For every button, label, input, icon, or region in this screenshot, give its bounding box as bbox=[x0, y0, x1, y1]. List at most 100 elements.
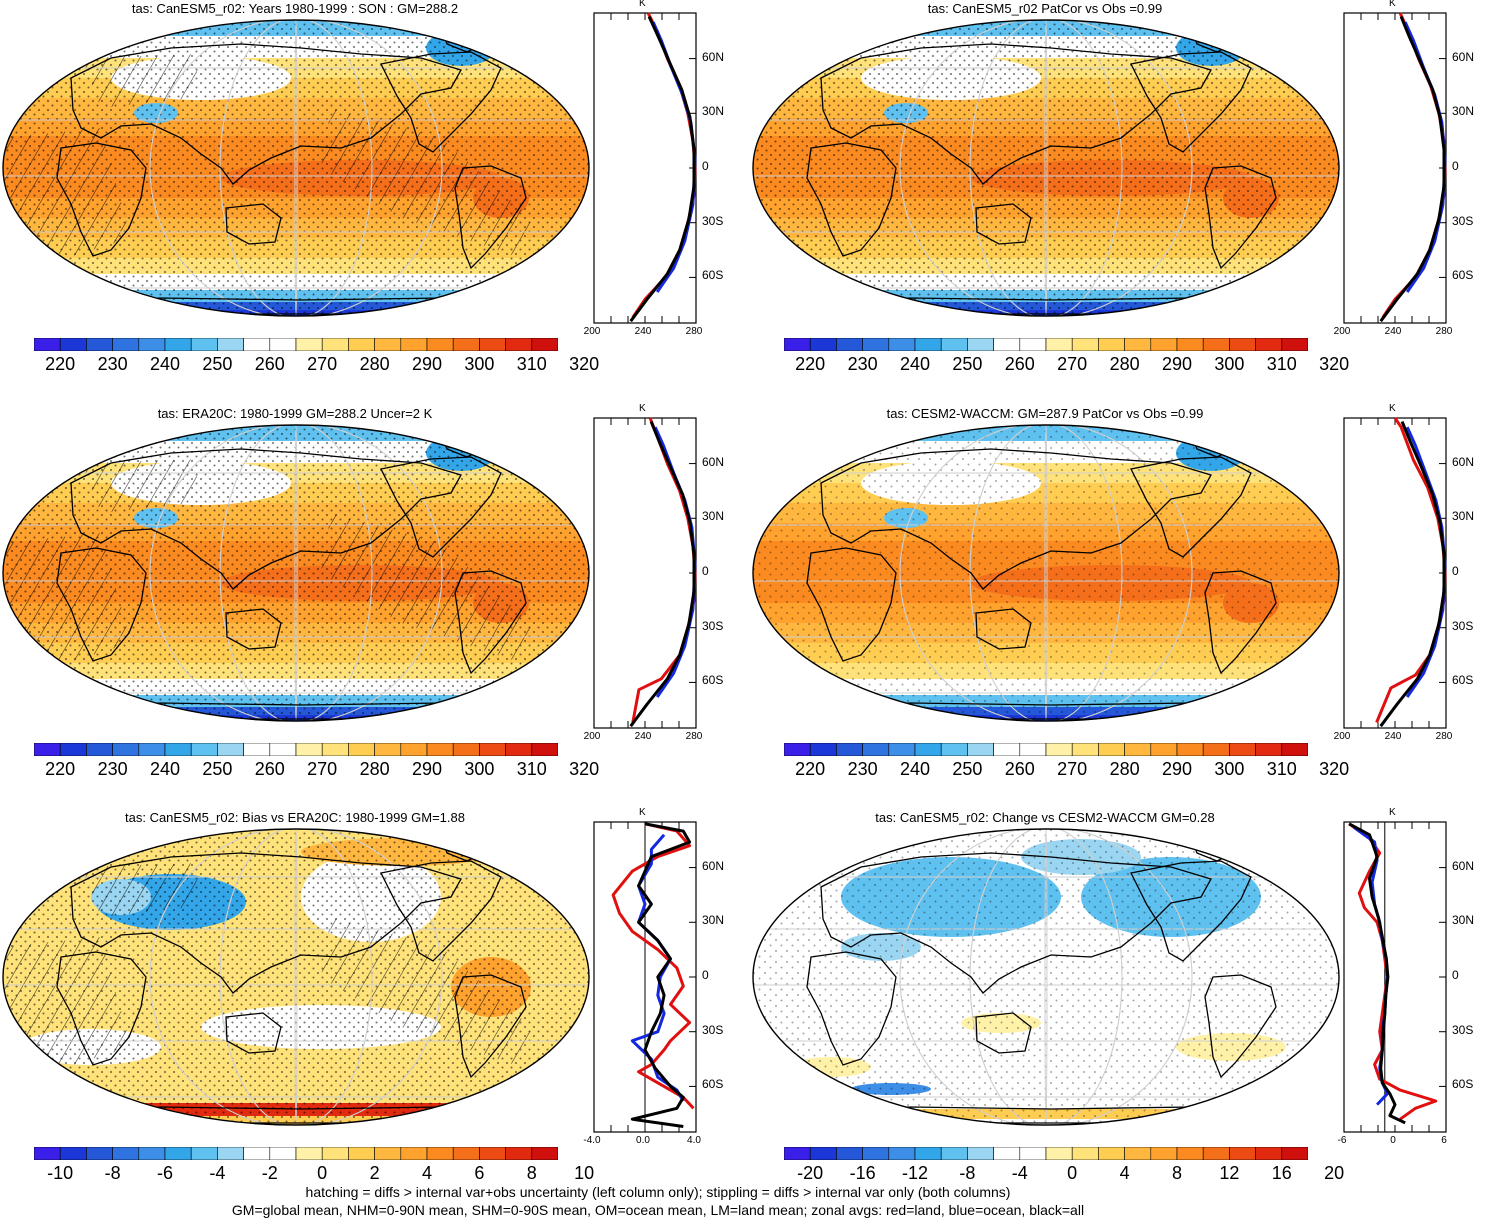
colorbar-swatch bbox=[295, 1146, 323, 1161]
colorbar: -10 -8 -6 -4 -2 0 2 4 6 8 10 bbox=[33, 1146, 594, 1187]
panel-title: tas: CanESM5_r02: Bias vs ERA20C: 1980-1… bbox=[125, 810, 465, 825]
colorbar-swatch bbox=[1071, 742, 1099, 757]
colorbar: 220 230 240 250 260 270 280 290 300 310 320 bbox=[783, 337, 1349, 378]
colorbar-swatch bbox=[190, 1146, 218, 1161]
panel-title: tas: CESM2-WACCM: GM=287.9 PatCor vs Obs… bbox=[886, 406, 1204, 421]
zonal-lat-label: 30N bbox=[1452, 913, 1475, 928]
colorbar-label: 320 bbox=[569, 354, 600, 374]
zonal-lat-label: 60N bbox=[1452, 454, 1475, 469]
colorbar-swatch bbox=[164, 337, 192, 352]
colorbar-swatch bbox=[59, 742, 87, 757]
colorbar-swatch bbox=[1229, 742, 1256, 757]
zonal-average-plot: K 60N 30N 0 30S 60S 200 240 280 bbox=[1334, 0, 1485, 342]
colorbar-swatch bbox=[809, 337, 837, 352]
colorbar-swatch bbox=[348, 337, 375, 352]
colorbar-swatch bbox=[217, 1146, 244, 1161]
colorbar-swatch bbox=[940, 337, 968, 352]
colorbar-swatch bbox=[243, 742, 271, 757]
colorbar-swatch bbox=[269, 337, 297, 352]
colorbar-swatch bbox=[993, 1146, 1021, 1161]
colorbar-swatch bbox=[190, 742, 218, 757]
colorbar-swatches bbox=[783, 1146, 1309, 1161]
colorbar-swatch bbox=[505, 337, 533, 352]
colorbar-swatch bbox=[1019, 337, 1047, 352]
colorbar-label: 4 bbox=[421, 1163, 433, 1183]
zonal-series-line bbox=[629, 15, 696, 323]
colorbar-swatch bbox=[940, 1146, 968, 1161]
zonal-average-plot: K 60N 30N 0 30S 60S -6 0 6 bbox=[1338, 807, 1485, 1151]
colorbar-swatch bbox=[1045, 742, 1073, 757]
colorbar-label: 270 bbox=[1057, 354, 1088, 374]
zonal-lat-label: 60N bbox=[702, 49, 725, 64]
colorbar-label: -20 bbox=[797, 1163, 824, 1183]
colorbar-swatch bbox=[1124, 1146, 1152, 1161]
colorbar-swatch bbox=[1098, 337, 1125, 352]
zonal-series-line bbox=[629, 421, 696, 728]
colorbar-label: 280 bbox=[1109, 759, 1140, 779]
colorbar-swatch bbox=[269, 1146, 297, 1161]
colorbar-swatch bbox=[993, 337, 1021, 352]
zonal-lat-label: 0 bbox=[702, 968, 709, 982]
zonal-series-line bbox=[631, 12, 697, 319]
colorbar-label: 6 bbox=[474, 1163, 485, 1183]
colorbar-label: 270 bbox=[1057, 759, 1088, 779]
colorbar-swatch bbox=[426, 337, 454, 352]
zonal-lat-label: 30N bbox=[702, 913, 725, 928]
colorbar-label: 0 bbox=[317, 1163, 328, 1183]
colorbar-swatch bbox=[1045, 1146, 1073, 1161]
colorbar-swatch bbox=[59, 337, 87, 352]
colorbar-swatch bbox=[993, 742, 1021, 757]
zonal-series-line bbox=[653, 426, 697, 698]
zonal-unit-label: K bbox=[639, 807, 646, 818]
zonal-lat-label: 30S bbox=[1452, 618, 1474, 633]
colorbar-label: 240 bbox=[149, 759, 181, 779]
colorbar-label: -4 bbox=[209, 1163, 226, 1183]
zonal-lat-label: 30S bbox=[1452, 213, 1474, 228]
colorbar-swatch bbox=[1202, 337, 1230, 352]
colorbar-label: 280 bbox=[359, 759, 390, 779]
colorbar-label: 2 bbox=[369, 1163, 380, 1183]
colorbar-swatches bbox=[783, 742, 1309, 757]
colorbar-swatch bbox=[112, 337, 140, 352]
colorbar-swatch bbox=[1150, 337, 1178, 352]
colorbar-swatch bbox=[112, 742, 140, 757]
colorbar-label: 20 bbox=[1324, 1163, 1345, 1183]
colorbar-swatch bbox=[914, 742, 942, 757]
colorbar-swatch bbox=[112, 1146, 140, 1161]
colorbar-swatch bbox=[33, 337, 61, 352]
colorbar-swatch bbox=[1202, 742, 1230, 757]
zonal-series-line bbox=[651, 21, 697, 293]
colorbar-swatch bbox=[321, 1146, 349, 1161]
panel-title: tas: CanESM5_r02 PatCor vs Obs =0.99 bbox=[927, 1, 1163, 16]
zonal-x-label: -4.0 bbox=[583, 1135, 601, 1146]
colorbar-swatch bbox=[888, 742, 916, 757]
colorbar: 220 230 240 250 260 270 280 290 300 310 320 bbox=[33, 742, 599, 783]
colorbar-swatch bbox=[1071, 1146, 1099, 1161]
zonal-lat-label: 0 bbox=[702, 159, 709, 173]
colorbar-label: 280 bbox=[1109, 354, 1140, 374]
zonal-lat-label: 30S bbox=[702, 1022, 724, 1037]
colorbar-swatch bbox=[1150, 742, 1178, 757]
colorbar-label: -12 bbox=[901, 1163, 929, 1183]
colorbar-swatch bbox=[86, 1146, 113, 1161]
colorbar-swatch bbox=[1281, 337, 1309, 352]
colorbar-label: 4 bbox=[1119, 1163, 1130, 1183]
footer-line-2: GM=global mean, NHM=0-90N mean, SHM=0-90… bbox=[231, 1202, 1085, 1218]
zonal-average-plot: K 60N 30N 0 30S 60S -4.0 0.0 4.0 bbox=[583, 807, 742, 1151]
colorbar-label: 310 bbox=[1266, 759, 1297, 779]
zonal-series-line bbox=[631, 417, 697, 723]
colorbar-swatch bbox=[86, 337, 113, 352]
zonal-lat-label: 30S bbox=[1452, 1022, 1474, 1037]
colorbar-swatch bbox=[33, 1146, 61, 1161]
zonal-x-label: 0.0 bbox=[636, 1135, 650, 1146]
zonal-lat-label: 30S bbox=[702, 213, 724, 228]
zonal-x-label: 200 bbox=[1333, 731, 1351, 742]
colorbar-swatch bbox=[86, 742, 113, 757]
colorbar-swatch bbox=[531, 742, 559, 757]
colorbar-label: -16 bbox=[849, 1163, 876, 1183]
colorbar-swatch bbox=[1124, 742, 1152, 757]
colorbar-swatch bbox=[426, 1146, 454, 1161]
zonal-lat-label: 30N bbox=[702, 104, 725, 119]
zonal-x-label: 280 bbox=[1435, 326, 1453, 337]
zonal-lat-label: 60N bbox=[702, 454, 725, 469]
